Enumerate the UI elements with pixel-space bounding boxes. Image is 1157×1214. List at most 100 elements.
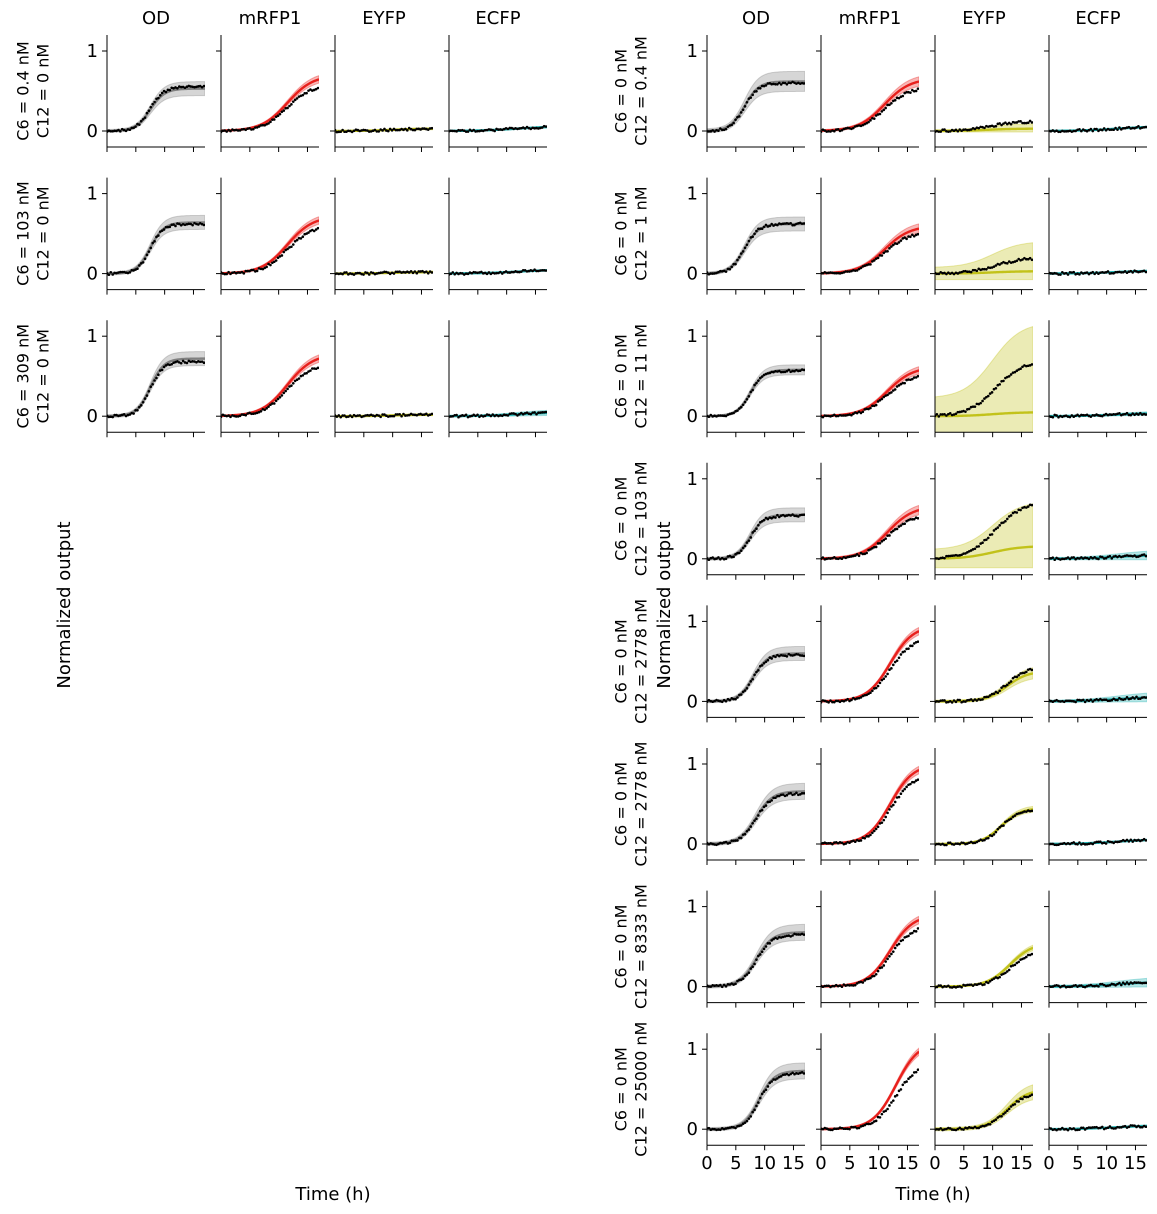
- data-point: [1025, 257, 1028, 261]
- data-point: [455, 130, 458, 133]
- data-point: [717, 129, 720, 132]
- data-point: [379, 271, 382, 274]
- data-point: [1127, 1125, 1131, 1129]
- x-tick-label: 15: [1124, 1153, 1147, 1174]
- data-point: [964, 552, 967, 555]
- data-point: [1068, 415, 1072, 419]
- data-point: [274, 259, 278, 262]
- data-point: [878, 681, 882, 685]
- data-point: [739, 549, 743, 552]
- data-point: [198, 84, 202, 88]
- data-point: [964, 700, 967, 703]
- data-point: [1017, 1100, 1020, 1103]
- row-label: C12 = 11 nM: [632, 324, 651, 429]
- data-point: [760, 664, 764, 667]
- x-tick-label: 10: [867, 1153, 890, 1174]
- axes-left-0-ecfp: [444, 35, 547, 152]
- data-point: [945, 554, 948, 558]
- data-point: [755, 527, 758, 531]
- data-point: [789, 221, 792, 225]
- data-point: [510, 412, 514, 415]
- data-point: [975, 1126, 979, 1130]
- data-point: [1059, 1128, 1062, 1131]
- data-point: [730, 982, 734, 985]
- data-point: [935, 985, 939, 989]
- data-point: [1019, 1097, 1022, 1101]
- fit-line-mrfp1: [821, 1050, 919, 1131]
- data-point: [941, 271, 944, 275]
- data-point: [840, 841, 844, 845]
- data-point: [831, 700, 834, 704]
- data-point: [758, 376, 762, 380]
- data-point: [802, 933, 805, 936]
- data-point: [831, 984, 834, 988]
- data-point: [800, 1071, 804, 1074]
- data-point: [252, 268, 255, 272]
- data-point: [745, 243, 749, 247]
- data-point: [421, 127, 424, 130]
- data-point: [265, 265, 268, 269]
- data-point: [852, 984, 855, 987]
- data-point: [895, 96, 899, 100]
- data-point: [197, 85, 200, 88]
- data-point: [795, 791, 798, 795]
- data-point: [381, 129, 384, 132]
- data-point: [911, 377, 914, 381]
- data-point: [234, 415, 238, 418]
- data-point: [519, 270, 523, 273]
- data-point: [901, 1083, 905, 1087]
- data-point: [863, 836, 867, 840]
- data-point: [762, 805, 766, 809]
- data-point: [303, 92, 307, 95]
- data-point: [1093, 127, 1096, 131]
- data-point: [869, 833, 872, 837]
- data-point: [1002, 521, 1005, 524]
- data-point: [367, 130, 371, 133]
- data-point: [1095, 127, 1098, 131]
- data-point: [537, 411, 540, 414]
- data-point: [280, 394, 284, 397]
- data-point: [1021, 671, 1024, 675]
- data-point: [540, 268, 544, 272]
- data-point: [1080, 129, 1083, 133]
- data-point: [290, 103, 293, 106]
- data-point: [1026, 121, 1030, 124]
- data-point: [857, 1126, 861, 1130]
- data-point: [341, 128, 344, 132]
- data-point: [1009, 122, 1013, 126]
- data-point: [916, 517, 919, 520]
- data-point: [884, 537, 887, 540]
- data-point: [850, 413, 853, 417]
- data-point: [717, 556, 720, 559]
- data-point: [776, 794, 779, 798]
- data-point: [516, 270, 519, 274]
- data-point: [958, 842, 962, 846]
- data-point: [719, 269, 722, 273]
- data-point: [747, 239, 751, 243]
- data-point: [901, 789, 905, 793]
- data-point: [392, 414, 396, 418]
- data-point: [1011, 815, 1015, 819]
- data-point: [1021, 121, 1024, 125]
- data-point: [455, 413, 458, 417]
- data-point: [305, 371, 308, 375]
- data-point: [1066, 273, 1070, 276]
- data-point: [449, 272, 453, 276]
- data-point: [891, 1099, 895, 1102]
- data-point: [274, 399, 278, 403]
- data-point: [1133, 1124, 1136, 1127]
- data-point: [225, 130, 229, 133]
- data-point: [1127, 982, 1131, 986]
- data-point: [907, 1077, 910, 1081]
- data-point: [711, 556, 715, 559]
- data-point: [833, 984, 836, 988]
- data-point: [1074, 842, 1077, 846]
- data-point: [1102, 698, 1106, 701]
- data-point: [202, 223, 205, 227]
- data-point: [1135, 555, 1138, 559]
- data-point: [852, 839, 855, 842]
- data-point: [1078, 127, 1081, 131]
- data-point: [1074, 983, 1077, 987]
- row-label: C6 = 0 nM: [612, 49, 631, 133]
- data-point: [893, 660, 897, 664]
